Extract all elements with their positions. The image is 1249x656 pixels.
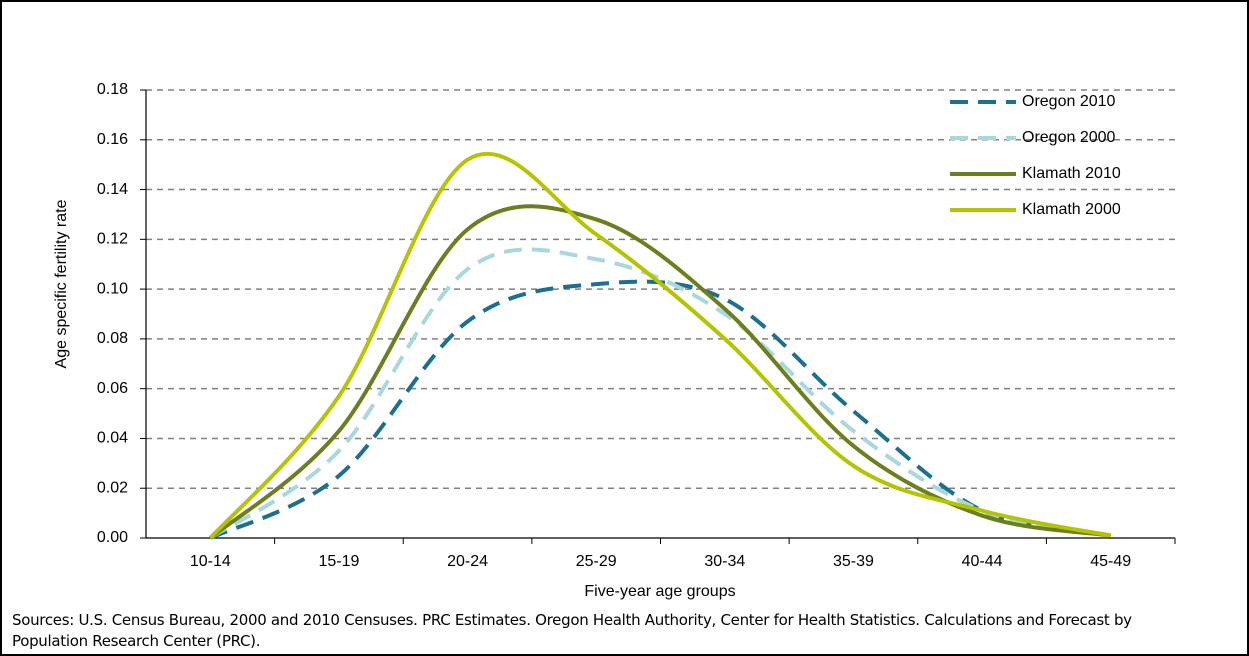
y-tick-label: 0.10	[97, 280, 128, 297]
y-tick-label: 0.08	[97, 330, 128, 347]
x-tick-label: 45-49	[1090, 553, 1131, 570]
y-tick-label: 0.00	[97, 529, 128, 546]
legend-label: Klamath 2000	[1022, 201, 1121, 218]
x-tick-label: 10-14	[190, 553, 231, 570]
y-axis-label: Age specific fertility rate	[53, 199, 70, 368]
legend-label: Klamath 2010	[1022, 165, 1121, 182]
y-tick-label: 0.16	[97, 131, 128, 148]
y-tick-label: 0.18	[97, 81, 128, 98]
x-tick-label: 35-39	[833, 553, 874, 570]
source-note: Sources: U.S. Census Bureau, 2000 and 20…	[12, 611, 1132, 650]
y-tick-label: 0.04	[97, 430, 128, 447]
series-line	[209, 247, 1112, 540]
y-tick-label: 0.06	[97, 380, 128, 397]
x-tick-label: 30-34	[704, 553, 745, 570]
series-line	[209, 279, 1112, 540]
series-line	[208, 151, 1112, 540]
legend-label: Oregon 2000	[1022, 129, 1116, 146]
x-tick-label: 40-44	[962, 553, 1003, 570]
x-axis-label: Five-year age groups	[584, 583, 735, 600]
y-tick-label: 0.02	[97, 479, 128, 496]
y-tick-label: 0.14	[97, 181, 128, 198]
legend-label: Oregon 2010	[1022, 93, 1116, 110]
x-tick-label: 15-19	[318, 553, 359, 570]
x-tick-label: 20-24	[447, 553, 488, 570]
x-tick-label: 25-29	[576, 553, 617, 570]
y-tick-label: 0.12	[97, 231, 128, 248]
